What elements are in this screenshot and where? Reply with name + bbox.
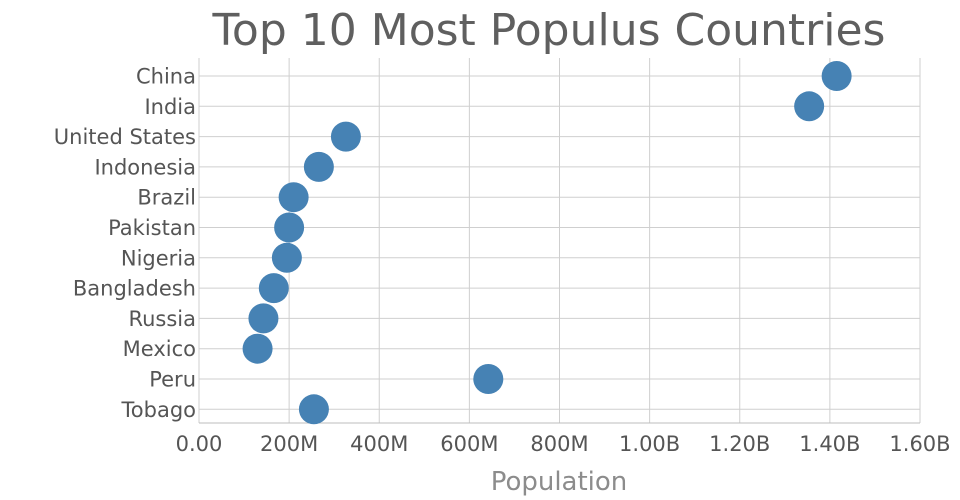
- y-tick-label: Pakistan: [108, 216, 196, 240]
- data-point[interactable]: [473, 364, 504, 394]
- x-axis-tick-labels: 0.00 200M 400M 600M 800M 1.00B 1.20B 1.40B 1.60B: [176, 432, 951, 456]
- y-tick-label: China: [136, 65, 196, 89]
- y-tick-label: Peru: [149, 368, 196, 392]
- y-tick-label: Russia: [128, 307, 196, 331]
- data-point[interactable]: [821, 61, 852, 91]
- data-point[interactable]: [278, 182, 309, 213]
- data-point[interactable]: [271, 242, 302, 273]
- grid-layer: [198, 58, 921, 423]
- data-point[interactable]: [242, 333, 273, 364]
- y-tick-label: Nigeria: [121, 246, 196, 270]
- data-point[interactable]: [258, 273, 289, 304]
- data-point[interactable]: [303, 151, 334, 182]
- y-tick-label: Tobago: [121, 398, 196, 422]
- y-tick-label: Mexico: [123, 337, 196, 361]
- y-tick-label: United States: [54, 125, 196, 149]
- x-tick-label: 600M: [440, 432, 498, 456]
- x-tick-label: 0.00: [176, 432, 223, 456]
- x-tick-label: 800M: [530, 432, 588, 456]
- data-point[interactable]: [274, 212, 305, 243]
- y-tick-label: Indonesia: [94, 155, 196, 179]
- x-tick-label: 400M: [350, 432, 408, 456]
- x-tick-label: 1.60B: [889, 432, 950, 456]
- y-axis-tick-labels: China India United States Indonesia Brazil Pa…: [54, 65, 196, 422]
- y-tick-label: Brazil: [137, 186, 196, 210]
- x-tick-label: 1.00B: [619, 432, 680, 456]
- data-point[interactable]: [794, 91, 825, 122]
- chart-title: Top 10 Most Populus Countries: [212, 5, 886, 56]
- y-tick-label: India: [144, 95, 196, 119]
- data-point[interactable]: [298, 394, 329, 425]
- data-point[interactable]: [330, 121, 361, 152]
- x-tick-label: 200M: [260, 432, 318, 456]
- data-points: [242, 61, 852, 425]
- x-axis-title: Population: [491, 467, 628, 497]
- x-tick-label: 1.20B: [709, 432, 770, 456]
- x-tick-label: 1.40B: [799, 432, 860, 456]
- data-point[interactable]: [248, 303, 279, 334]
- y-tick-label: Bangladesh: [73, 277, 196, 301]
